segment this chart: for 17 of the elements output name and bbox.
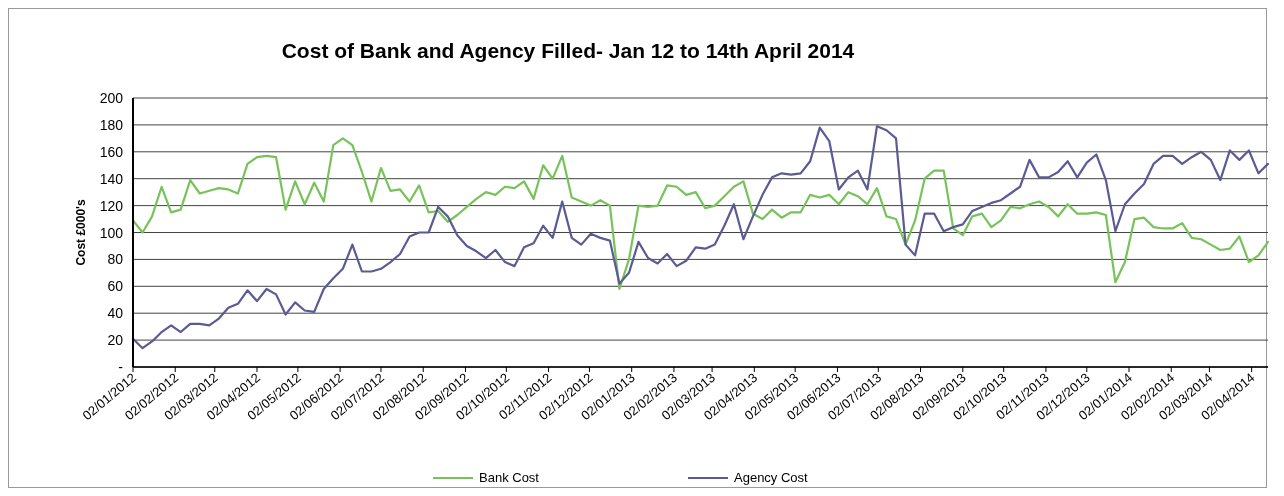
y-tick-label: 60 <box>107 278 124 295</box>
legend-label: Bank Cost <box>479 470 540 485</box>
y-axis-title: Cost £000's <box>74 199 88 266</box>
y-tick-label: 180 <box>99 116 124 133</box>
y-tick-label: 100 <box>99 224 124 241</box>
y-tick-label: 120 <box>99 197 124 214</box>
chart-title: Cost of Bank and Agency Filled- Jan 12 to 14th April 2014 <box>281 39 855 62</box>
y-tick-label: 160 <box>99 143 124 160</box>
y-tick-label: 20 <box>107 332 124 349</box>
legend-label: Agency Cost <box>734 470 809 485</box>
line-series <box>131 137 1270 291</box>
line-series <box>131 125 1270 350</box>
y-tick-label: 200 <box>99 90 124 106</box>
y-tick-label: 140 <box>99 170 124 187</box>
y-tick-label: - <box>118 359 124 375</box>
y-tick-label: 40 <box>107 305 124 322</box>
y-tick-label: 80 <box>107 251 124 268</box>
